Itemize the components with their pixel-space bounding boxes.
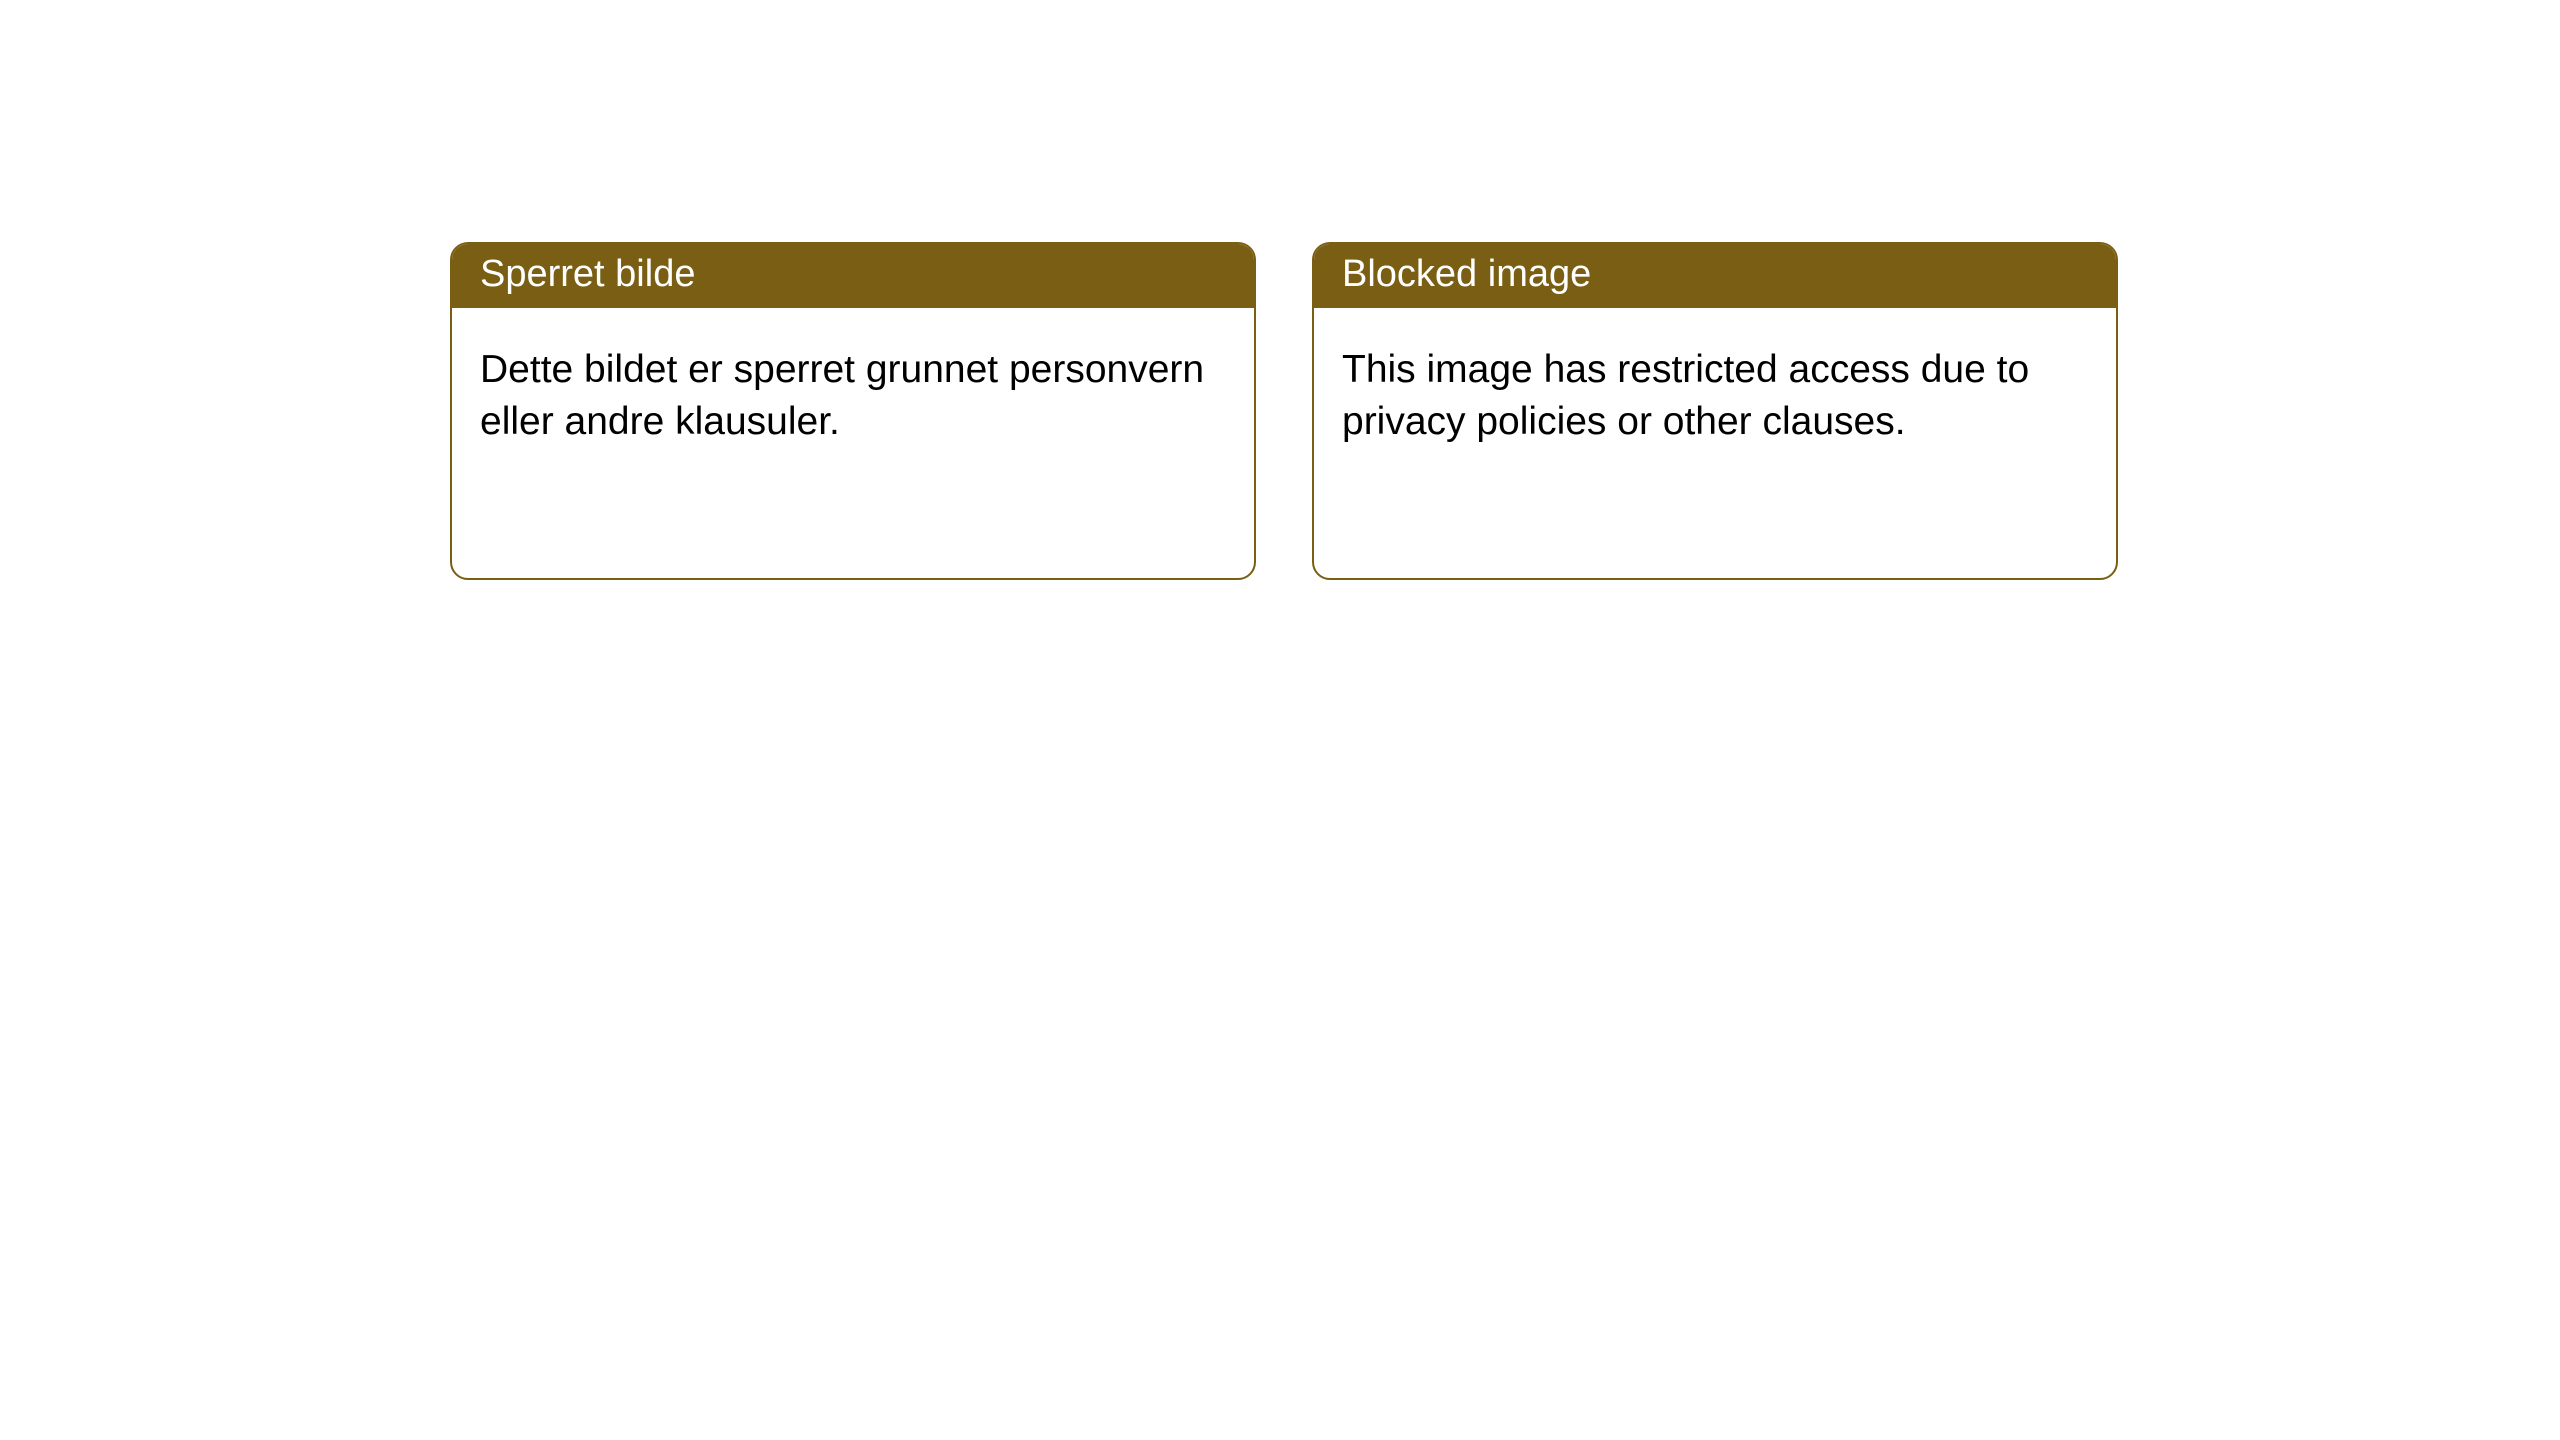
notice-card-norwegian: Sperret bilde Dette bildet er sperret gr… — [450, 242, 1256, 580]
notice-container: Sperret bilde Dette bildet er sperret gr… — [0, 0, 2560, 580]
notice-card-english: Blocked image This image has restricted … — [1312, 242, 2118, 580]
notice-title-english: Blocked image — [1314, 244, 2116, 308]
notice-message-english: This image has restricted access due to … — [1314, 308, 2116, 485]
notice-title-norwegian: Sperret bilde — [452, 244, 1254, 308]
notice-message-norwegian: Dette bildet er sperret grunnet personve… — [452, 308, 1254, 485]
